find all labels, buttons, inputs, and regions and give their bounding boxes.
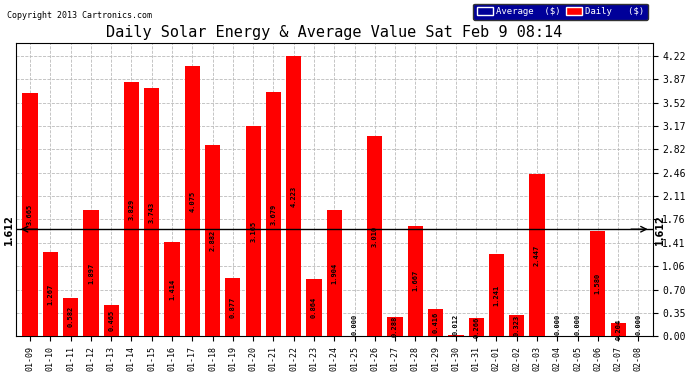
Text: 2.882: 2.882 — [210, 230, 215, 251]
Title: Daily Solar Energy & Average Value Sat Feb 9 08:14: Daily Solar Energy & Average Value Sat F… — [106, 26, 562, 40]
Bar — [83, 210, 99, 336]
Bar — [185, 66, 200, 336]
Text: 1.667: 1.667 — [413, 270, 418, 291]
Text: 1.241: 1.241 — [493, 284, 500, 306]
Text: 0.323: 0.323 — [514, 315, 520, 336]
Text: 2.447: 2.447 — [534, 244, 540, 266]
Text: 3.165: 3.165 — [250, 220, 256, 242]
Bar — [448, 335, 464, 336]
Text: 0.877: 0.877 — [230, 296, 236, 318]
Text: 3.010: 3.010 — [372, 226, 378, 247]
Text: 1.580: 1.580 — [595, 273, 601, 294]
Bar — [469, 318, 484, 336]
Text: 1.904: 1.904 — [331, 262, 337, 284]
Bar — [326, 210, 342, 336]
Bar — [164, 242, 179, 336]
Bar — [408, 225, 423, 336]
Bar — [144, 88, 159, 336]
Bar — [63, 297, 78, 336]
Bar — [428, 309, 443, 336]
Text: 0.582: 0.582 — [68, 306, 74, 327]
Text: 0.465: 0.465 — [108, 310, 114, 332]
Bar — [266, 92, 281, 336]
Text: 3.665: 3.665 — [27, 204, 33, 225]
Bar — [205, 145, 220, 336]
Text: 0.000: 0.000 — [351, 314, 357, 336]
Bar — [43, 252, 58, 336]
Text: 0.012: 0.012 — [453, 314, 459, 336]
Bar — [246, 126, 261, 336]
Text: 3.829: 3.829 — [128, 198, 135, 220]
Text: 3.743: 3.743 — [149, 201, 155, 223]
Legend: Average  ($), Daily   ($): Average ($), Daily ($) — [473, 3, 648, 20]
Bar — [611, 322, 626, 336]
Bar — [590, 231, 605, 336]
Text: 0.416: 0.416 — [433, 312, 439, 333]
Text: 3.679: 3.679 — [270, 204, 277, 225]
Bar — [529, 174, 544, 336]
Bar — [489, 254, 504, 336]
Text: 0.864: 0.864 — [311, 297, 317, 318]
Text: 1.414: 1.414 — [169, 279, 175, 300]
Text: 0.288: 0.288 — [392, 316, 398, 337]
Bar — [104, 305, 119, 336]
Bar — [306, 279, 322, 336]
Bar — [286, 56, 302, 336]
Text: 4.075: 4.075 — [189, 190, 195, 211]
Text: Copyright 2013 Cartronics.com: Copyright 2013 Cartronics.com — [7, 11, 152, 20]
Text: 0.000: 0.000 — [575, 314, 580, 336]
Text: 0.204: 0.204 — [615, 319, 621, 340]
Text: 1.612: 1.612 — [4, 214, 14, 244]
Bar — [367, 136, 382, 336]
Bar — [388, 317, 403, 336]
Text: 4.223: 4.223 — [290, 186, 297, 207]
Text: 0.266: 0.266 — [473, 316, 479, 338]
Text: 0.000: 0.000 — [554, 314, 560, 336]
Bar — [124, 82, 139, 336]
Text: 1.612: 1.612 — [655, 214, 664, 244]
Text: 1.897: 1.897 — [88, 262, 94, 284]
Bar — [23, 93, 38, 336]
Text: 1.267: 1.267 — [48, 284, 53, 305]
Text: 0.000: 0.000 — [635, 314, 642, 336]
Bar — [225, 278, 240, 336]
Bar — [509, 315, 524, 336]
